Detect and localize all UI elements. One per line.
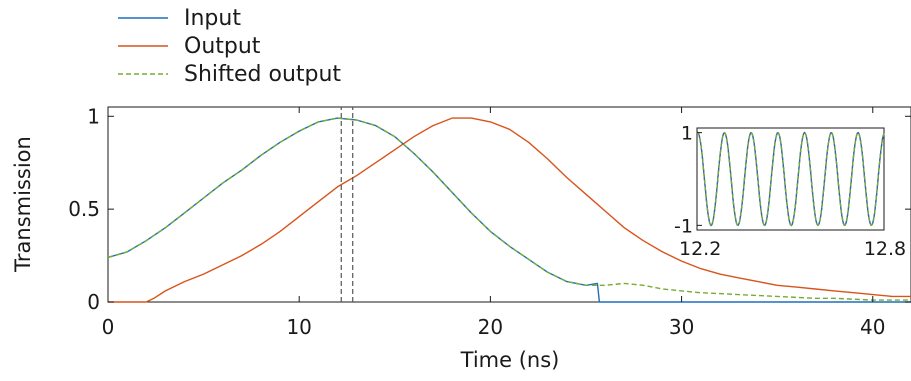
inset-y-tick-label: 1 [681,123,693,145]
inset-x-tick-label: 12.2 [679,238,721,260]
x-axis-label: Time (ns) [460,348,560,372]
inset-ticks: 12.2 12.8 1 -1 [674,123,906,260]
inset-series-line-shifted-output [696,131,885,227]
main-series-group [107,117,911,303]
series-line-shifted-output [107,117,911,301]
inset-y-tick-label: -1 [674,215,693,237]
x-tick-label: 20 [478,315,503,339]
x-tick-label: 40 [860,315,885,339]
x-tick-label: 10 [286,315,311,339]
main-ticks: 0 10 20 30 40 0 0.5 1 [68,104,911,339]
y-axis-label: Transmission [11,136,35,273]
y-tick-label: 0.5 [68,197,100,221]
inset-plot: 12.2 12.8 1 -1 [674,123,906,260]
inset-frame [696,127,885,231]
inset-background [697,128,884,230]
legend: Input Output Shifted output [118,6,341,87]
legend-label-input: Input [184,6,241,31]
x-tick-label: 30 [669,315,694,339]
main-plot: 0 10 20 30 40 0 0.5 1 Time (ns) Transmission [11,104,911,372]
legend-label-shifted-output: Shifted output [184,62,341,87]
series-line-output [108,117,911,303]
y-tick-label: 0 [87,290,100,314]
x-tick-label: 0 [102,315,115,339]
plot-frame [107,106,911,303]
marker-lines [340,107,354,302]
inset-series-group [696,131,885,227]
legend-label-output: Output [184,34,261,59]
inset-x-tick-label: 12.8 [864,238,906,260]
y-tick-label: 1 [87,104,100,128]
